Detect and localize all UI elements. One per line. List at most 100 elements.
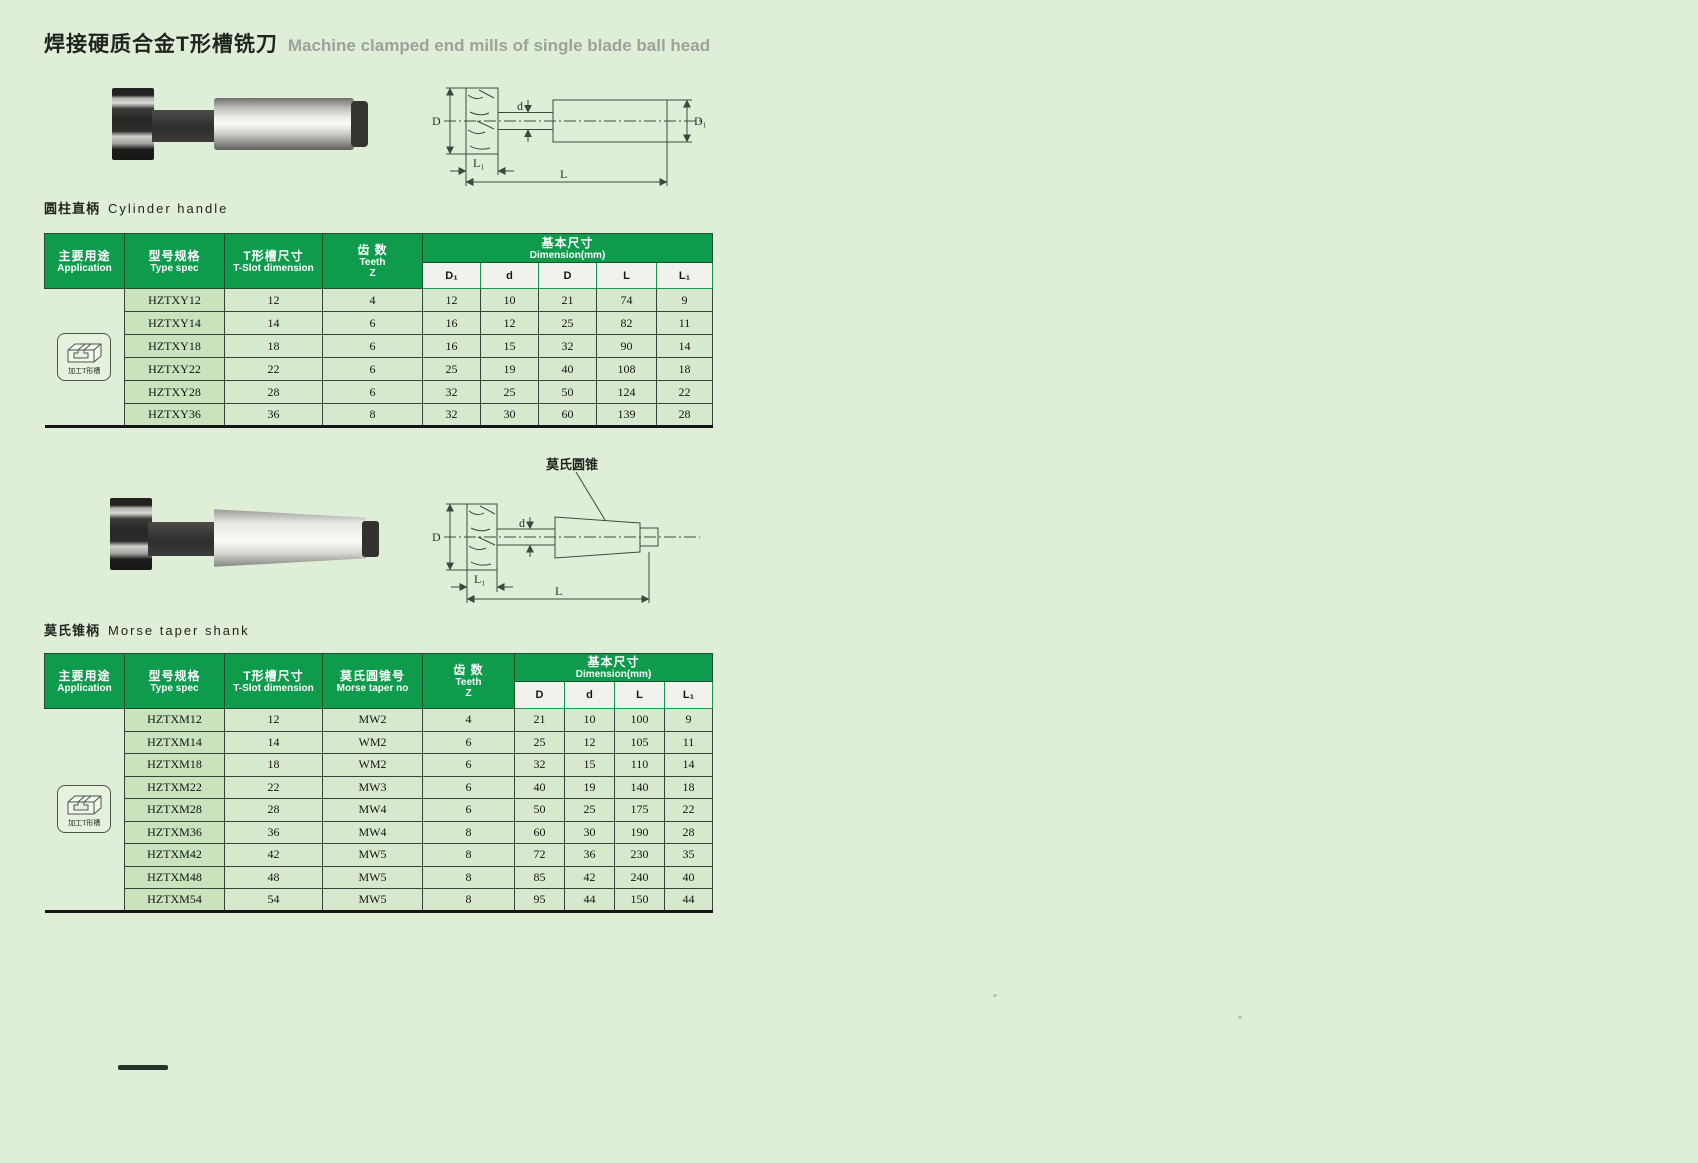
scan-artifact: [1238, 1016, 1242, 1019]
shank-tang: [362, 521, 379, 557]
col-header-L1: L₁: [656, 262, 713, 289]
header-dim-zh: 基本尺寸: [541, 235, 594, 250]
spec-row: HZTXM22 22 MW3 6 40 19 140 18: [45, 775, 713, 799]
page-title-chinese: 焊接硬质合金T形槽铣刀: [44, 33, 278, 56]
type-spec-cell: HZTXY36: [124, 403, 225, 428]
value-cell: 16: [422, 334, 481, 358]
value-cell: 44: [664, 888, 713, 913]
value-cell: 18: [224, 334, 323, 358]
col-header-D1: D₁: [422, 262, 481, 289]
header-application-en: Application: [57, 682, 112, 694]
col-header-application: 主要用途 Application: [44, 653, 125, 709]
value-cell: 30: [564, 820, 615, 844]
header-application-en: Application: [57, 262, 112, 274]
col-header-teeth: 齿 数 Teeth Z: [322, 233, 423, 289]
header-tslot-en: T-Slot dimension: [233, 682, 314, 694]
type-spec-cell: HZTXM12: [124, 708, 225, 732]
value-cell: 108: [596, 357, 657, 381]
value-cell: 6: [422, 753, 515, 777]
value-cell: 22: [664, 798, 713, 822]
col-header-type-spec: 型号规格 Type spec: [124, 653, 225, 709]
value-cell: 6: [322, 357, 423, 381]
t-slot-block-sketch: [67, 795, 102, 815]
header-tslot-en: T-Slot dimension: [233, 262, 314, 274]
value-cell: WM2: [322, 730, 423, 754]
spec-row: HZTXY14 14 6 16 12 25 82 11: [45, 311, 713, 335]
value-cell: 15: [480, 334, 539, 358]
section-label-morse-taper-shank: 莫氏锥柄 Morse taper shank: [44, 620, 250, 639]
value-cell: 21: [514, 708, 565, 732]
spec-row: HZTXY28 28 6 32 25 50 124 22: [45, 380, 713, 404]
spec-row: HZTXM18 18 WM2 6 32 15 110 14: [45, 753, 713, 777]
value-cell: 32: [422, 403, 481, 428]
col-header-dimensions: 基本尺寸 Dimension(mm): [422, 233, 713, 263]
dim-label-d: d: [517, 99, 523, 113]
value-cell: 9: [656, 288, 713, 312]
morse-taper-cutter-photo: [110, 496, 382, 580]
value-cell: 32: [514, 753, 565, 777]
value-cell: MW4: [322, 820, 423, 844]
value-cell: 18: [664, 775, 713, 799]
header-type-zh: 型号规格: [148, 248, 201, 263]
value-cell: 6: [422, 798, 515, 822]
value-cell: 74: [596, 288, 657, 312]
value-cell: 6: [322, 311, 423, 335]
value-cell: 110: [614, 753, 665, 777]
value-cell: 28: [664, 820, 713, 844]
value-cell: 28: [224, 798, 323, 822]
value-cell: 50: [514, 798, 565, 822]
page-title-english: Machine clamped end mills of single blad…: [287, 36, 711, 55]
section2-label-zh: 莫氏锥柄: [44, 623, 101, 638]
value-cell: 12: [564, 730, 615, 754]
value-cell: 30: [480, 403, 539, 428]
value-cell: 36: [564, 843, 615, 867]
header-teeth-en: Teeth: [359, 257, 386, 268]
cutter-neck: [152, 110, 216, 142]
type-spec-cell: HZTXM36: [124, 820, 225, 844]
cutter-neck: [148, 522, 218, 556]
header-teeth-z: Z: [465, 688, 472, 699]
value-cell: 32: [538, 334, 597, 358]
value-cell: 22: [224, 357, 323, 381]
page-title: 焊接硬质合金T形槽铣刀 Machine clamped end mills of …: [44, 28, 710, 58]
value-cell: 6: [422, 775, 515, 799]
header-teeth-z: Z: [369, 268, 376, 279]
value-cell: 8: [422, 843, 515, 867]
t-slot-application-icon: 加工T形槽: [57, 333, 112, 381]
application-cell: 加工T形槽: [44, 708, 125, 913]
cylinder-handle-cutter-photo: [112, 86, 370, 166]
value-cell: MW3: [322, 775, 423, 799]
value-cell: 21: [538, 288, 597, 312]
value-cell: 28: [656, 403, 713, 428]
type-spec-cell: HZTXY28: [124, 380, 225, 404]
value-cell: 15: [564, 753, 615, 777]
application-cell: 加工T形槽: [44, 288, 125, 428]
value-cell: 18: [656, 357, 713, 381]
value-cell: 14: [656, 334, 713, 358]
value-cell: 150: [614, 888, 665, 913]
cylindrical-shank: [214, 98, 354, 150]
header-dim-zh: 基本尺寸: [587, 655, 640, 669]
value-cell: 12: [224, 708, 323, 732]
section-label-cylinder-handle: 圆柱直柄 Cylinder handle: [44, 198, 228, 217]
header-teeth-zh: 齿 数: [357, 243, 388, 257]
value-cell: 140: [614, 775, 665, 799]
value-cell: 14: [224, 730, 323, 754]
col-header-tslot: T形槽尺寸 T-Slot dimension: [224, 233, 323, 289]
shank-end-cap: [351, 101, 368, 147]
cutter-head: [110, 498, 152, 570]
header-tslot-zh: T形槽尺寸: [243, 668, 304, 683]
value-cell: 90: [596, 334, 657, 358]
col-header-dimensions: 基本尺寸 Dimension(mm): [514, 653, 713, 682]
col-header-morse-taper-no: 莫氏圆锥号 Morse taper no: [322, 653, 423, 709]
value-cell: 4: [322, 288, 423, 312]
spec-row: HZTXY22 22 6 25 19 40 108 18: [45, 357, 713, 381]
value-cell: MW4: [322, 798, 423, 822]
value-cell: 25: [538, 311, 597, 335]
spec-row: HZTXY36 36 8 32 30 60 139 28: [45, 403, 713, 428]
value-cell: 42: [564, 865, 615, 889]
type-spec-cell: HZTXY12: [124, 288, 225, 312]
value-cell: 8: [322, 403, 423, 428]
dim-label-L1: L₁: [473, 156, 485, 170]
value-cell: 36: [224, 820, 323, 844]
